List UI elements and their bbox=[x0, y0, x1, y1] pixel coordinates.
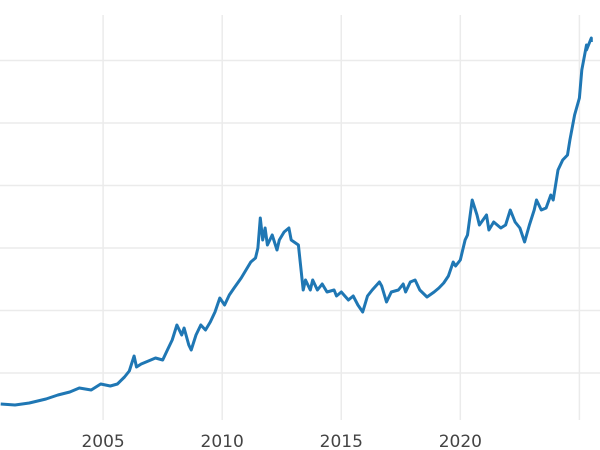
horizontal-gridlines bbox=[0, 59, 600, 374]
price-line bbox=[0, 36, 593, 407]
x-axis-tick-labels: 2005 2010 2015 2020 bbox=[81, 432, 481, 450]
x-tick-label: 2005 bbox=[81, 432, 124, 450]
x-tick-label: 2020 bbox=[439, 432, 482, 450]
series-group bbox=[0, 36, 593, 407]
x-tick-label: 2015 bbox=[320, 432, 363, 450]
x-tick-label: 2010 bbox=[201, 432, 244, 450]
